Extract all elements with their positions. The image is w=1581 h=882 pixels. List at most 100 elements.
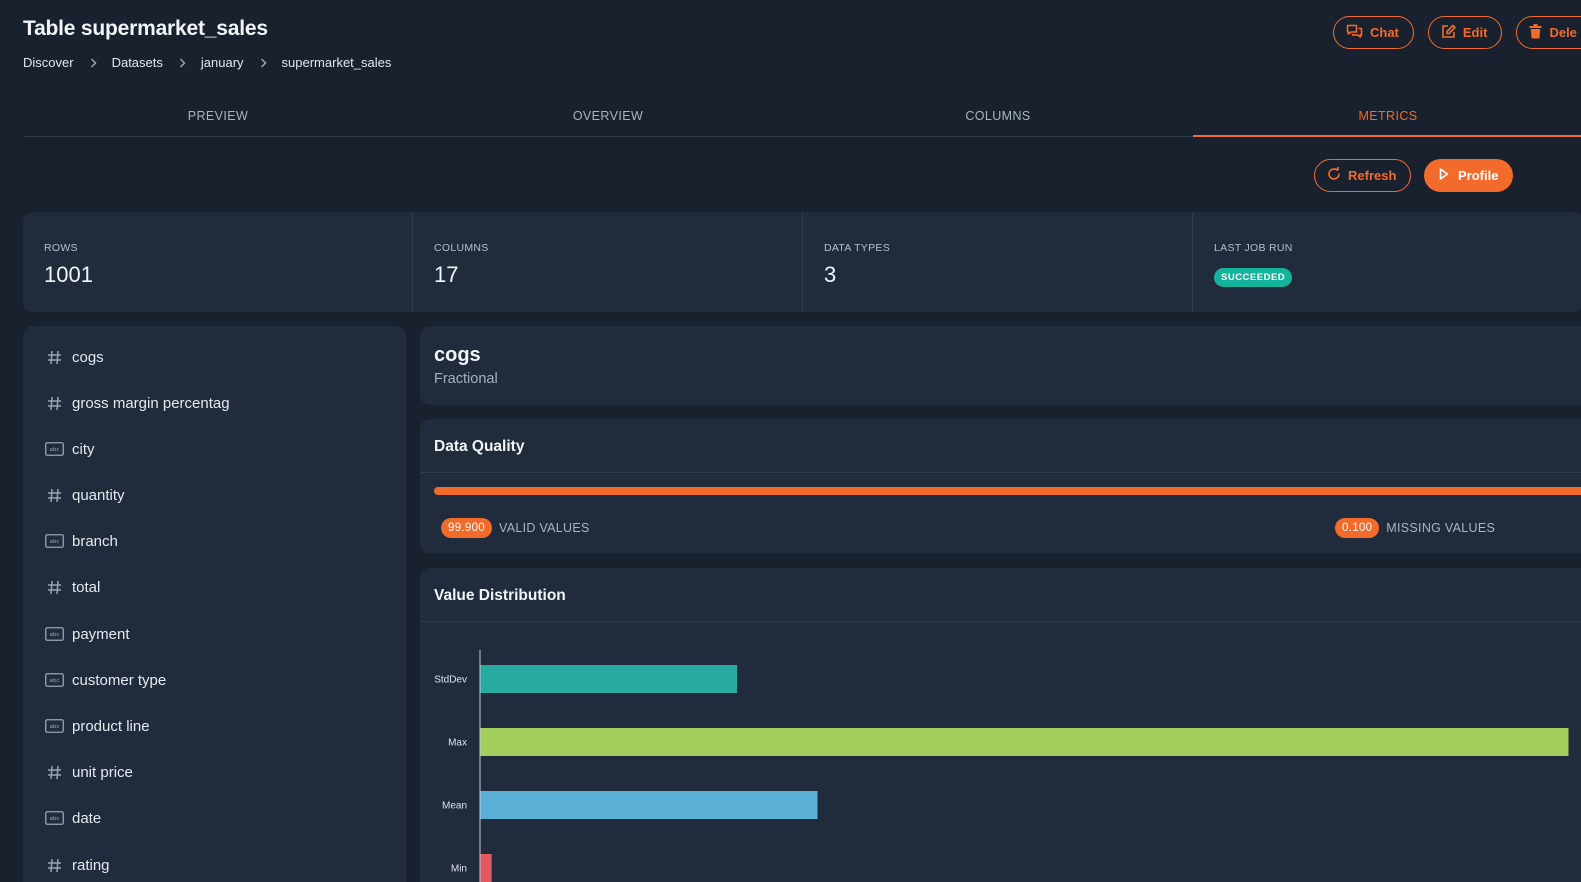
chat-icon [1346,24,1363,42]
list-item-label: unit price [72,763,133,781]
hash-icon [45,486,64,505]
data-quality-heading: Data Quality [434,438,525,455]
chart-bar-mean [480,791,818,819]
text-type-icon: abc [45,717,64,736]
hash-icon [45,763,64,782]
chart-bar-stddev [480,665,738,693]
stats-card: ROWS 1001 COLUMNS 17 DATA TYPES 3 LAST J… [23,212,1581,312]
breadcrumb-january[interactable]: january [200,55,244,70]
stat-data-types: DATA TYPES 3 [803,212,1193,312]
divider [420,472,1581,473]
svg-text:abc: abc [50,678,60,684]
list-item[interactable]: quantity [45,483,125,507]
svg-text:abc: abc [50,724,60,730]
profile-button[interactable]: Profile [1424,159,1514,192]
edit-button-label: Edit [1462,25,1488,40]
list-item-label: product line [72,717,150,735]
list-item[interactable]: abc payment [45,622,130,646]
quality-progress-bar [434,487,1581,495]
tab-bar: PREVIEW OVERVIEW COLUMNS METRICS [23,96,1581,137]
chart-tick-label: Max [448,738,467,749]
breadcrumb-discover[interactable]: Discover [23,55,74,70]
delete-button-label: Dele [1549,25,1577,40]
trash-icon [1529,23,1542,42]
breadcrumb-datasets[interactable]: Datasets [111,55,163,70]
list-item[interactable]: unit price [45,760,133,784]
value-distribution-heading: Value Distribution [434,587,566,604]
chevron-right-icon [260,57,267,68]
stat-last-job-run-label: LAST JOB RUN [1214,242,1293,254]
list-item-label: city [72,440,95,458]
list-item-label: customer type [72,671,167,689]
edit-button[interactable]: Edit [1427,16,1503,49]
list-item-label: cogs [72,348,104,366]
missing-values-badge: 0.100 [1335,518,1380,538]
stat-data-types-value: 3 [824,262,837,287]
profile-button-label: Profile [1458,168,1499,183]
valid-values-label: VALID VALUES [498,521,590,535]
selected-column-name: cogs [434,344,481,366]
value-distribution-panel: Value Distribution StdDev Max Mean Min [420,568,1581,882]
valid-values-badge: 99.900 [441,518,492,538]
svg-text:abc: abc [50,539,60,545]
chat-button[interactable]: Chat [1333,16,1414,49]
list-item[interactable]: abc product line [45,714,150,738]
text-type-icon: abc [45,625,64,644]
missing-values-metric: 0.100 MISSING VALUES [1335,518,1495,538]
list-item-label: total [72,578,101,596]
stat-rows: ROWS 1001 [23,212,413,312]
chart-tick-label: Min [451,864,467,875]
chat-button-label: Chat [1370,25,1399,40]
list-item[interactable]: abc branch [45,529,118,553]
text-type-icon: abc [45,809,64,828]
tab-overview[interactable]: OVERVIEW [572,109,644,123]
stat-rows-label: ROWS [44,242,78,254]
hash-icon [45,856,64,875]
list-item-label: quantity [72,486,125,504]
list-item[interactable]: abc customer type [45,668,166,692]
breadcrumb: Discover Datasets january supermarket_sa… [23,55,391,70]
stat-data-types-label: DATA TYPES [824,242,891,254]
selected-column-type: Fractional [434,371,498,387]
list-item[interactable]: rating [45,853,110,877]
list-item[interactable]: abc date [45,806,101,830]
breadcrumb-current: supermarket_sales [281,55,392,70]
play-icon [1439,168,1449,183]
tab-preview[interactable]: PREVIEW [187,109,249,123]
column-header-panel: cogs Fractional [420,326,1581,405]
list-item-label: branch [72,532,118,550]
hash-icon [45,348,64,367]
text-type-icon: abc [45,440,64,459]
page-title: Table supermarket_sales [23,17,268,40]
svg-text:abc: abc [50,816,60,822]
chart-bar-min [480,854,492,882]
data-quality-panel: Data Quality 99.900 VALID VALUES 0.100 M… [420,419,1581,553]
list-item-label: payment [72,625,130,643]
hash-icon [45,578,64,597]
list-item[interactable]: cogs [45,345,104,369]
status-badge: SUCCEEDED [1214,268,1293,287]
chart-tick-label: Mean [442,801,467,812]
tab-columns[interactable]: COLUMNS [965,109,1031,123]
list-item-label: gross margin percentag [72,394,230,412]
valid-values-metric: 99.900 VALID VALUES [441,518,590,538]
chart-bar-max [480,728,1569,756]
list-item[interactable]: gross margin percentag [45,391,230,415]
edit-icon [1441,24,1456,42]
divider [420,621,1581,622]
text-type-icon: abc [45,532,64,551]
value-distribution-chart: StdDev Max Mean Min [434,650,1569,882]
list-item[interactable]: total [45,575,100,599]
chevron-right-icon [179,57,186,68]
list-item-label: date [72,809,102,827]
svg-text:abc: abc [50,632,60,638]
list-item-label: rating [72,856,110,874]
text-type-icon: abc [45,671,64,690]
chart-tick-label: StdDev [434,675,467,686]
tab-metrics[interactable]: METRICS [1193,96,1581,137]
list-item[interactable]: abc city [45,437,95,461]
delete-button[interactable]: Dele [1516,16,1581,49]
header-actions: Chat Edit Dele [1333,16,1581,49]
refresh-button[interactable]: Refresh [1314,159,1412,192]
